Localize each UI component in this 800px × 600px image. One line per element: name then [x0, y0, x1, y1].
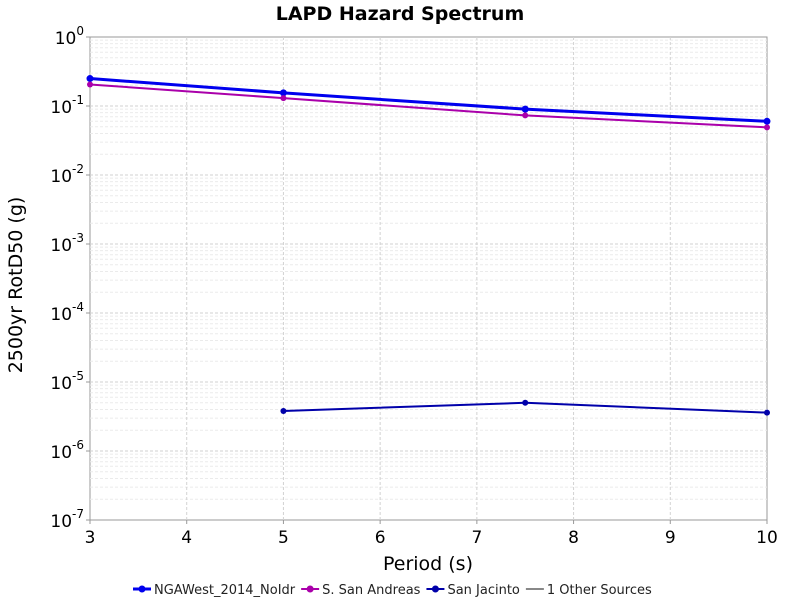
legend: NGAWest_2014_NoIdr S. San Andreas San Jaci… — [133, 583, 652, 598]
legend-swatch-marker — [306, 585, 314, 593]
y-tick-base: 10 — [55, 29, 77, 49]
y-tick-base: 10 — [50, 167, 72, 187]
legend-label: NGAWest_2014_NoIdr — [154, 583, 296, 598]
y-tick-exponent: -3 — [72, 231, 84, 245]
x-tick-label: 7 — [471, 528, 482, 548]
y-tick-base: 10 — [50, 512, 72, 532]
y-tick-exponent: -5 — [72, 369, 84, 383]
y-tick-base: 10 — [50, 98, 72, 118]
y-tick-exponent: -7 — [72, 507, 84, 521]
data-point — [522, 399, 529, 406]
series-line-0 — [89, 77, 768, 123]
legend-label: S. San Andreas — [322, 583, 421, 598]
legend-label: San Jacinto — [447, 583, 519, 598]
data-point — [280, 95, 287, 102]
legend-label: 1 Other Sources — [547, 583, 652, 598]
y-tick-exponent: -1 — [72, 93, 84, 107]
data-point — [763, 117, 771, 125]
legend-swatch-marker — [138, 585, 146, 593]
y-tick-label: 10-4 — [50, 300, 84, 325]
x-axis-ticks: 3 4 5 6 7 8 9 10 — [85, 520, 778, 548]
y-tick-label: 10-3 — [50, 231, 84, 256]
y-tick-label: 10-1 — [50, 93, 84, 118]
x-tick-label: 10 — [756, 528, 778, 548]
data-point — [522, 112, 529, 119]
y-tick-exponent: -4 — [72, 300, 84, 314]
y-axis-label: 2500yr RotD50 (g) — [5, 197, 27, 374]
data-point — [764, 124, 770, 131]
plot-area — [89, 36, 768, 521]
legend-swatch-marker — [431, 585, 439, 593]
y-tick-label: 10-6 — [50, 438, 84, 463]
data-point — [279, 89, 287, 97]
series-layer — [86, 75, 771, 416]
y-tick-base: 10 — [50, 443, 72, 463]
x-tick-label: 8 — [568, 528, 579, 548]
x-tick-label: 6 — [375, 528, 386, 548]
y-tick-exponent: 0 — [76, 24, 84, 38]
chart-title: LAPD Hazard Spectrum — [276, 3, 525, 25]
x-tick-label: 9 — [665, 528, 676, 548]
y-tick-label: 100 — [55, 24, 84, 49]
data-point — [86, 75, 94, 83]
y-tick-base: 10 — [50, 236, 72, 256]
data-point — [521, 105, 529, 113]
y-tick-exponent: -2 — [72, 162, 84, 176]
data-point — [280, 407, 287, 414]
x-axis-label: Period (s) — [383, 553, 473, 575]
y-tick-label: 10-2 — [50, 162, 84, 187]
data-point — [87, 81, 93, 88]
y-tick-label: 10-7 — [50, 507, 84, 532]
series-line-1 — [89, 83, 768, 129]
x-tick-label: 4 — [181, 528, 192, 548]
data-point — [764, 409, 770, 416]
y-tick-label: 10-5 — [50, 369, 84, 394]
grid-minor — [90, 39, 767, 500]
x-tick-label: 3 — [85, 528, 96, 548]
y-tick-exponent: -6 — [72, 438, 84, 452]
x-tick-label: 5 — [278, 528, 289, 548]
y-tick-base: 10 — [50, 374, 72, 394]
y-tick-base: 10 — [50, 305, 72, 325]
